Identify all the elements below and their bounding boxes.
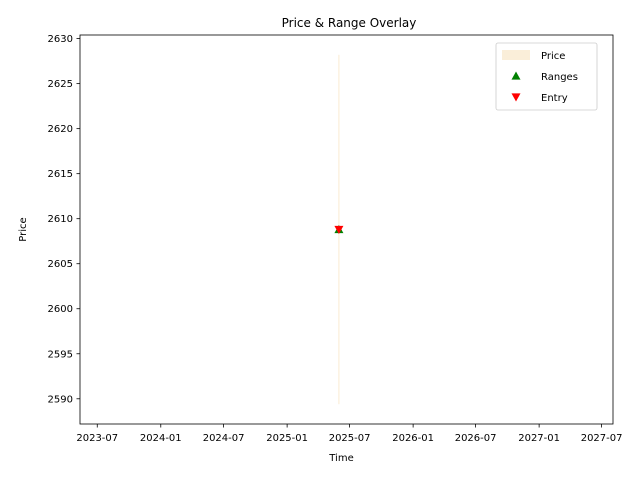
x-tick-label: 2024-07 <box>203 433 245 444</box>
legend-label: Ranges <box>541 72 578 83</box>
legend-label: Entry <box>541 93 568 104</box>
chart-title: Price & Range Overlay <box>282 16 417 30</box>
x-tick-label: 2023-07 <box>76 433 118 444</box>
x-tick-label: 2025-01 <box>266 433 308 444</box>
data-layer <box>334 54 344 405</box>
x-tick-label: 2026-01 <box>392 433 434 444</box>
y-tick-label: 2630 <box>48 34 73 45</box>
y-tick-label: 2615 <box>48 169 73 180</box>
legend-swatch-ranges <box>511 71 521 80</box>
plot-frame <box>79 34 614 425</box>
y-tick-label: 2600 <box>48 304 73 315</box>
x-axis-label: Time <box>328 453 353 464</box>
x-tick-label: 2026-07 <box>455 433 497 444</box>
legend-swatch-entry <box>511 93 521 102</box>
legend-label: Price <box>541 51 565 62</box>
x-axis: 2023-07 2024-01 2024-07 2025-01 2025-07 2026-… <box>76 424 623 444</box>
y-axis: 2590 2595 2600 2605 2610 2615 2620 2625 2630 <box>48 34 80 405</box>
y-tick-label: 2605 <box>48 259 73 270</box>
y-tick-label: 2610 <box>48 214 73 225</box>
x-tick-label: 2025-07 <box>329 433 371 444</box>
y-tick-label: 2590 <box>48 394 73 405</box>
y-tick-label: 2625 <box>48 79 73 90</box>
x-tick-label: 2027-07 <box>581 433 623 444</box>
y-tick-label: 2595 <box>48 349 73 360</box>
y-axis-label: Price <box>18 217 29 241</box>
x-tick-label: 2027-01 <box>518 433 560 444</box>
y-tick-label: 2620 <box>48 124 73 135</box>
legend: Price Ranges Entry <box>495 42 598 111</box>
entry-marker <box>334 225 344 234</box>
x-tick-label: 2024-01 <box>140 433 182 444</box>
legend-swatch-price <box>502 50 530 60</box>
